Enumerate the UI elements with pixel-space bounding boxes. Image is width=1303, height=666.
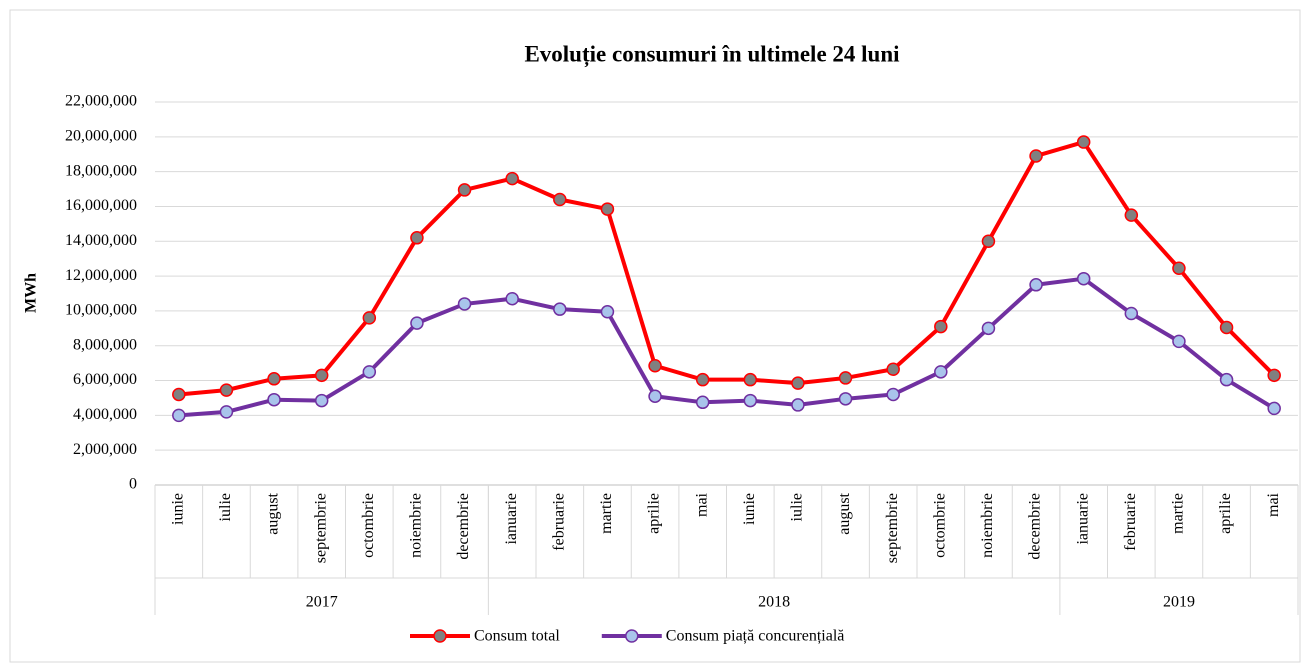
point-marker — [1124, 306, 1139, 321]
y-tick-label: 16,000,000 — [65, 197, 137, 214]
y-axis-label: MWh — [23, 273, 40, 313]
y-tick-label: 14,000,000 — [65, 232, 137, 249]
y-tick-label: 18,000,000 — [65, 162, 137, 179]
point-marker — [410, 231, 424, 245]
point-marker — [600, 202, 615, 216]
x-tick-label: septembrie — [884, 493, 901, 563]
x-group-label: 2018 — [758, 594, 790, 611]
x-tick-label: septembrie — [312, 493, 329, 563]
point-marker — [600, 305, 615, 319]
x-tick-label: decembrie — [455, 493, 472, 560]
y-tick-label: 10,000,000 — [65, 302, 137, 319]
y-tick-label: 22,000,000 — [65, 93, 137, 110]
x-group-label: 2019 — [1163, 594, 1195, 611]
point-marker — [695, 395, 710, 410]
point-marker — [410, 316, 424, 330]
point-marker — [1267, 401, 1281, 416]
legend-marker — [625, 629, 639, 643]
point-marker — [553, 192, 567, 207]
x-tick-label: martie — [1170, 493, 1187, 534]
point-marker — [981, 321, 996, 336]
y-tick-label: 2,000,000 — [73, 441, 137, 458]
point-marker — [314, 393, 329, 408]
point-marker — [791, 376, 805, 390]
point-marker — [1172, 334, 1186, 349]
point-marker — [838, 392, 853, 406]
y-tick-label: 0 — [129, 476, 137, 493]
x-group-label: 2017 — [306, 594, 338, 611]
y-tick-label: 12,000,000 — [65, 267, 137, 284]
point-marker — [1172, 261, 1186, 276]
chart-title: Evoluție consumuri în ultimele 24 luni — [524, 41, 900, 67]
point-marker — [743, 372, 758, 387]
x-tick-label: decembrie — [1027, 493, 1044, 560]
x-tick-label: martie — [598, 493, 615, 534]
point-marker — [457, 297, 472, 311]
point-marker — [648, 358, 662, 373]
point-marker — [695, 372, 710, 387]
x-tick-label: ianuarie — [503, 493, 520, 545]
point-marker — [267, 392, 281, 407]
x-tick-label: mai — [1265, 492, 1282, 517]
y-tick-label: 20,000,000 — [65, 127, 137, 144]
point-marker — [743, 393, 758, 408]
x-tick-label: august — [836, 492, 853, 534]
point-marker — [505, 291, 519, 306]
point-marker — [172, 408, 186, 423]
x-tick-label: august — [265, 492, 282, 534]
x-tick-label: mai — [693, 492, 710, 517]
point-marker — [1219, 320, 1234, 335]
point-marker — [553, 302, 567, 316]
point-marker — [934, 319, 948, 334]
point-marker — [267, 372, 281, 386]
point-marker — [1219, 372, 1234, 387]
y-tick-label: 4,000,000 — [73, 406, 137, 423]
point-marker — [219, 405, 234, 419]
point-marker — [362, 311, 377, 325]
legend-marker — [433, 629, 447, 643]
point-marker — [362, 365, 377, 379]
x-tick-label: octombrie — [360, 493, 377, 558]
x-tick-label: februarie — [550, 493, 567, 551]
point-marker — [1267, 368, 1281, 383]
legend-label: Consum total — [474, 628, 560, 645]
x-tick-label: octombrie — [931, 493, 948, 558]
point-marker — [1076, 271, 1091, 286]
x-tick-label: iunie — [741, 493, 758, 525]
point-marker — [1029, 278, 1043, 292]
y-tick-label: 8,000,000 — [73, 336, 137, 353]
point-marker — [1076, 135, 1091, 149]
point-marker — [457, 183, 472, 197]
series-line — [178, 276, 1276, 418]
point-marker — [648, 389, 662, 403]
x-tick-label: iulie — [217, 493, 234, 521]
legend-label: Consum piață concurențială — [666, 628, 845, 645]
point-marker — [934, 365, 948, 379]
x-tick-label: iulie — [789, 493, 806, 521]
point-marker — [886, 387, 900, 402]
point-marker — [172, 387, 186, 402]
x-tick-label: aprilie — [1217, 493, 1234, 534]
x-tick-label: aprilie — [646, 493, 663, 534]
point-marker — [1029, 149, 1043, 163]
x-tick-label: februarie — [1122, 493, 1139, 551]
point-marker — [981, 234, 996, 249]
point-marker — [219, 383, 234, 397]
point-marker — [314, 368, 329, 383]
series-line — [178, 140, 1276, 397]
x-tick-label: ianuarie — [1074, 493, 1091, 545]
point-marker — [838, 371, 853, 385]
point-marker — [505, 171, 519, 186]
x-tick-label: iunie — [169, 493, 186, 525]
point-marker — [791, 398, 805, 412]
x-tick-label: noiembrie — [979, 493, 996, 558]
chart-frame — [9, 9, 1301, 663]
y-tick-label: 6,000,000 — [73, 371, 137, 388]
point-marker — [1124, 208, 1139, 222]
point-marker — [886, 362, 900, 376]
x-tick-label: noiembrie — [408, 493, 425, 558]
